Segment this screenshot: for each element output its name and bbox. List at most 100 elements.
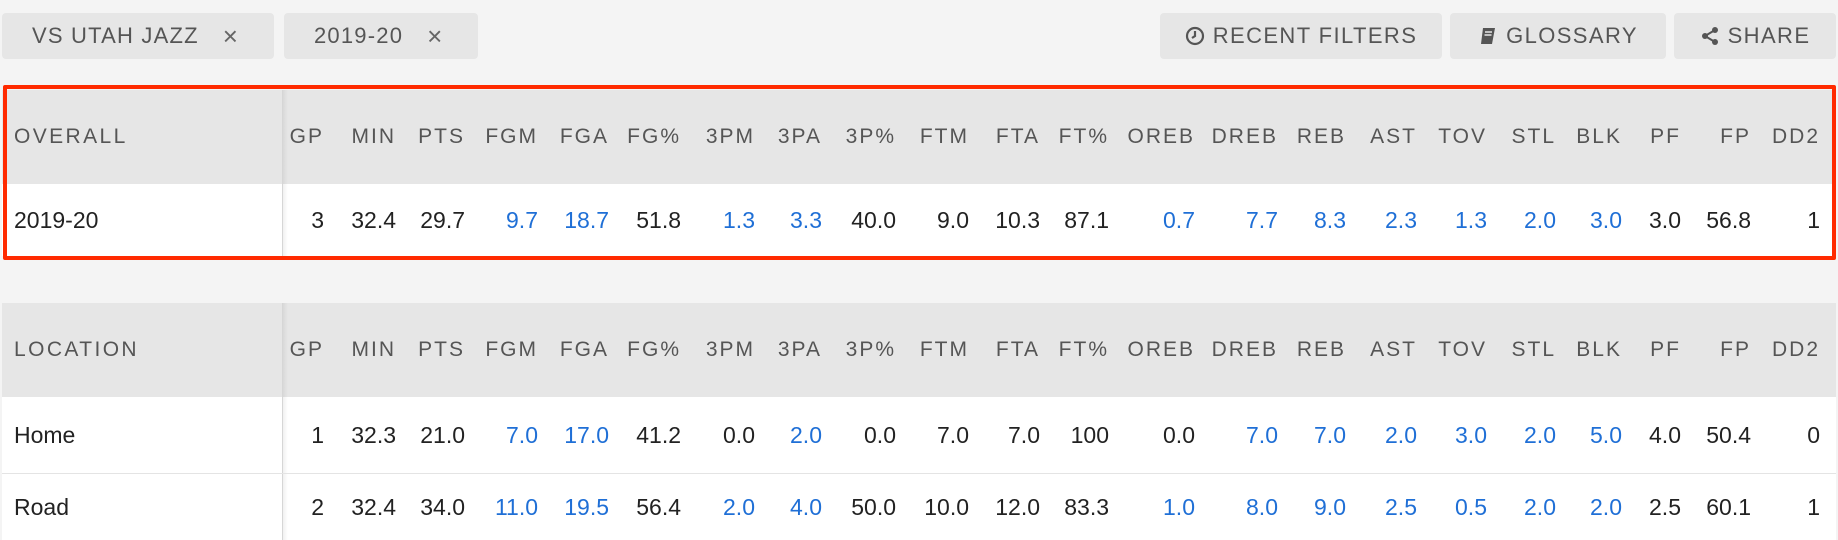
column-header-fga[interactable]: FGA bbox=[559, 338, 609, 361]
column-header-fga[interactable]: FGA bbox=[559, 125, 609, 148]
cell-stl[interactable]: 2.0 bbox=[1524, 493, 1556, 520]
column-header-tov[interactable]: TOV bbox=[1438, 125, 1487, 148]
cell-3pm[interactable]: 2.0 bbox=[723, 493, 755, 520]
column-header-ftm[interactable]: FTM bbox=[919, 125, 969, 148]
column-header-blk[interactable]: BLK bbox=[1576, 125, 1622, 148]
cell-dreb[interactable]: 7.0 bbox=[1246, 421, 1278, 448]
column-header-gp[interactable]: GP bbox=[289, 125, 324, 148]
table-row: 2019-20 3 32.4 29.7 9.7 18.7 51.8 1.3 3.3 40.0 9.… bbox=[2, 184, 1836, 256]
column-header-fta[interactable]: FTA bbox=[995, 338, 1040, 361]
cell-gp: 1 bbox=[311, 421, 324, 448]
cell-dd2: 0 bbox=[1807, 421, 1820, 448]
column-header-fgm[interactable]: FGM bbox=[485, 338, 538, 361]
cell-oreb[interactable]: 1.0 bbox=[1163, 493, 1195, 520]
column-header-oreb[interactable]: OREB bbox=[1127, 338, 1195, 361]
filter-chip-label: VS UTAH JAZZ bbox=[32, 23, 199, 48]
cell-fgm[interactable]: 7.0 bbox=[506, 421, 538, 448]
column-header-tov[interactable]: TOV bbox=[1438, 338, 1487, 361]
cell-blk[interactable]: 2.0 bbox=[1590, 493, 1622, 520]
cell-fgm[interactable]: 11.0 bbox=[494, 493, 538, 520]
column-header-fgm[interactable]: FGM bbox=[485, 125, 538, 148]
column-header-fta[interactable]: FTA bbox=[995, 125, 1040, 148]
column-header-3p-pct[interactable]: 3P% bbox=[845, 338, 896, 361]
column-header-gp[interactable]: GP bbox=[289, 338, 324, 361]
cell-fp: 56.8 bbox=[1706, 206, 1751, 233]
column-header-ftm[interactable]: FTM bbox=[919, 338, 969, 361]
cell-reb[interactable]: 9.0 bbox=[1314, 493, 1346, 520]
cell-fgm[interactable]: 9.7 bbox=[506, 206, 538, 233]
cell-ast[interactable]: 2.5 bbox=[1385, 493, 1417, 520]
column-header-fp[interactable]: FP bbox=[1720, 125, 1751, 148]
cell-ftm: 9.0 bbox=[937, 206, 969, 233]
column-header-pts[interactable]: PTS bbox=[418, 125, 465, 148]
column-header-reb[interactable]: REB bbox=[1296, 338, 1346, 361]
cell-reb[interactable]: 8.3 bbox=[1314, 206, 1346, 233]
column-header-3pm[interactable]: 3PM bbox=[705, 125, 755, 148]
column-header-stl[interactable]: STL bbox=[1511, 338, 1556, 361]
close-icon[interactable]: × bbox=[222, 21, 240, 51]
cell-3pa[interactable]: 3.3 bbox=[790, 206, 822, 233]
column-header-ast[interactable]: AST bbox=[1370, 338, 1417, 361]
column-header-stl[interactable]: STL bbox=[1511, 125, 1556, 148]
cell-oreb[interactable]: 0.7 bbox=[1163, 206, 1195, 233]
column-divider bbox=[282, 90, 288, 184]
cell-ast[interactable]: 2.3 bbox=[1385, 206, 1417, 233]
recent-filters-button[interactable]: RECENT FILTERS bbox=[1160, 13, 1442, 59]
column-header-ft-pct[interactable]: FT% bbox=[1058, 338, 1109, 361]
column-header-min[interactable]: MIN bbox=[351, 338, 396, 361]
book-icon bbox=[1481, 28, 1496, 44]
column-header-3pa[interactable]: 3PA bbox=[777, 125, 822, 148]
cell-fga[interactable]: 19.5 bbox=[564, 493, 609, 520]
cell-dreb[interactable]: 7.7 bbox=[1246, 206, 1278, 233]
cell-tov[interactable]: 3.0 bbox=[1455, 421, 1487, 448]
glossary-button[interactable]: GLOSSARY bbox=[1450, 13, 1666, 59]
cell-stl[interactable]: 2.0 bbox=[1524, 206, 1556, 233]
column-header-pts[interactable]: PTS bbox=[418, 338, 465, 361]
column-header-ast[interactable]: AST bbox=[1370, 125, 1417, 148]
cell-stl[interactable]: 2.0 bbox=[1524, 421, 1556, 448]
filter-chip-opponent[interactable]: VS UTAH JAZZ × bbox=[2, 13, 274, 59]
column-header-3p-pct[interactable]: 3P% bbox=[845, 125, 896, 148]
column-header-3pm[interactable]: 3PM bbox=[705, 338, 755, 361]
table-header: OVERALL GP MIN PTS FGM FGA FG% 3PM 3PA 3P% FTM FTA… bbox=[2, 90, 1836, 184]
column-header-fp[interactable]: FP bbox=[1720, 338, 1751, 361]
column-header-ft-pct[interactable]: FT% bbox=[1058, 125, 1109, 148]
cell-blk[interactable]: 3.0 bbox=[1590, 206, 1622, 233]
column-header-fg-pct[interactable]: FG% bbox=[627, 338, 681, 361]
cell-tov[interactable]: 1.3 bbox=[1455, 206, 1487, 233]
column-header-pf[interactable]: PF bbox=[1650, 125, 1681, 148]
column-header-fg-pct[interactable]: FG% bbox=[627, 125, 681, 148]
column-header-oreb[interactable]: OREB bbox=[1127, 125, 1195, 148]
column-header-min[interactable]: MIN bbox=[351, 125, 396, 148]
cell-ast[interactable]: 2.0 bbox=[1385, 421, 1417, 448]
column-header-reb[interactable]: REB bbox=[1296, 125, 1346, 148]
table-title: LOCATION bbox=[14, 338, 139, 361]
column-header-3pa[interactable]: 3PA bbox=[777, 338, 822, 361]
cell-pts: 21.0 bbox=[420, 421, 465, 448]
column-header-pf[interactable]: PF bbox=[1650, 338, 1681, 361]
column-header-dreb[interactable]: DREB bbox=[1211, 125, 1278, 148]
share-icon bbox=[1701, 27, 1718, 45]
cell-fta: 12.0 bbox=[995, 493, 1040, 520]
cell-ft-pct: 87.1 bbox=[1064, 206, 1109, 233]
column-header-dreb[interactable]: DREB bbox=[1211, 338, 1278, 361]
cell-blk[interactable]: 5.0 bbox=[1590, 421, 1622, 448]
cell-fga[interactable]: 18.7 bbox=[564, 206, 609, 233]
filter-chip-season[interactable]: 2019-20 × bbox=[284, 13, 478, 59]
cell-3pa[interactable]: 2.0 bbox=[790, 421, 822, 448]
cell-dd2: 1 bbox=[1807, 493, 1820, 520]
cell-ftm: 10.0 bbox=[924, 493, 969, 520]
share-button[interactable]: SHARE bbox=[1674, 13, 1836, 59]
column-header-dd2[interactable]: DD2 bbox=[1771, 125, 1820, 148]
close-icon[interactable]: × bbox=[427, 21, 444, 51]
cell-3pm[interactable]: 1.3 bbox=[723, 206, 755, 233]
table-header: LOCATION GP MIN PTS FGM FGA FG% 3PM 3PA 3P% FTM FT… bbox=[2, 303, 1836, 397]
cell-3pa[interactable]: 4.0 bbox=[790, 493, 822, 520]
cell-fga[interactable]: 17.0 bbox=[564, 421, 609, 448]
column-header-blk[interactable]: BLK bbox=[1576, 338, 1622, 361]
cell-tov[interactable]: 0.5 bbox=[1455, 493, 1487, 520]
column-header-dd2[interactable]: DD2 bbox=[1771, 338, 1820, 361]
cell-reb[interactable]: 7.0 bbox=[1314, 421, 1346, 448]
cell-dreb[interactable]: 8.0 bbox=[1246, 493, 1278, 520]
cell-fta: 7.0 bbox=[1008, 421, 1040, 448]
